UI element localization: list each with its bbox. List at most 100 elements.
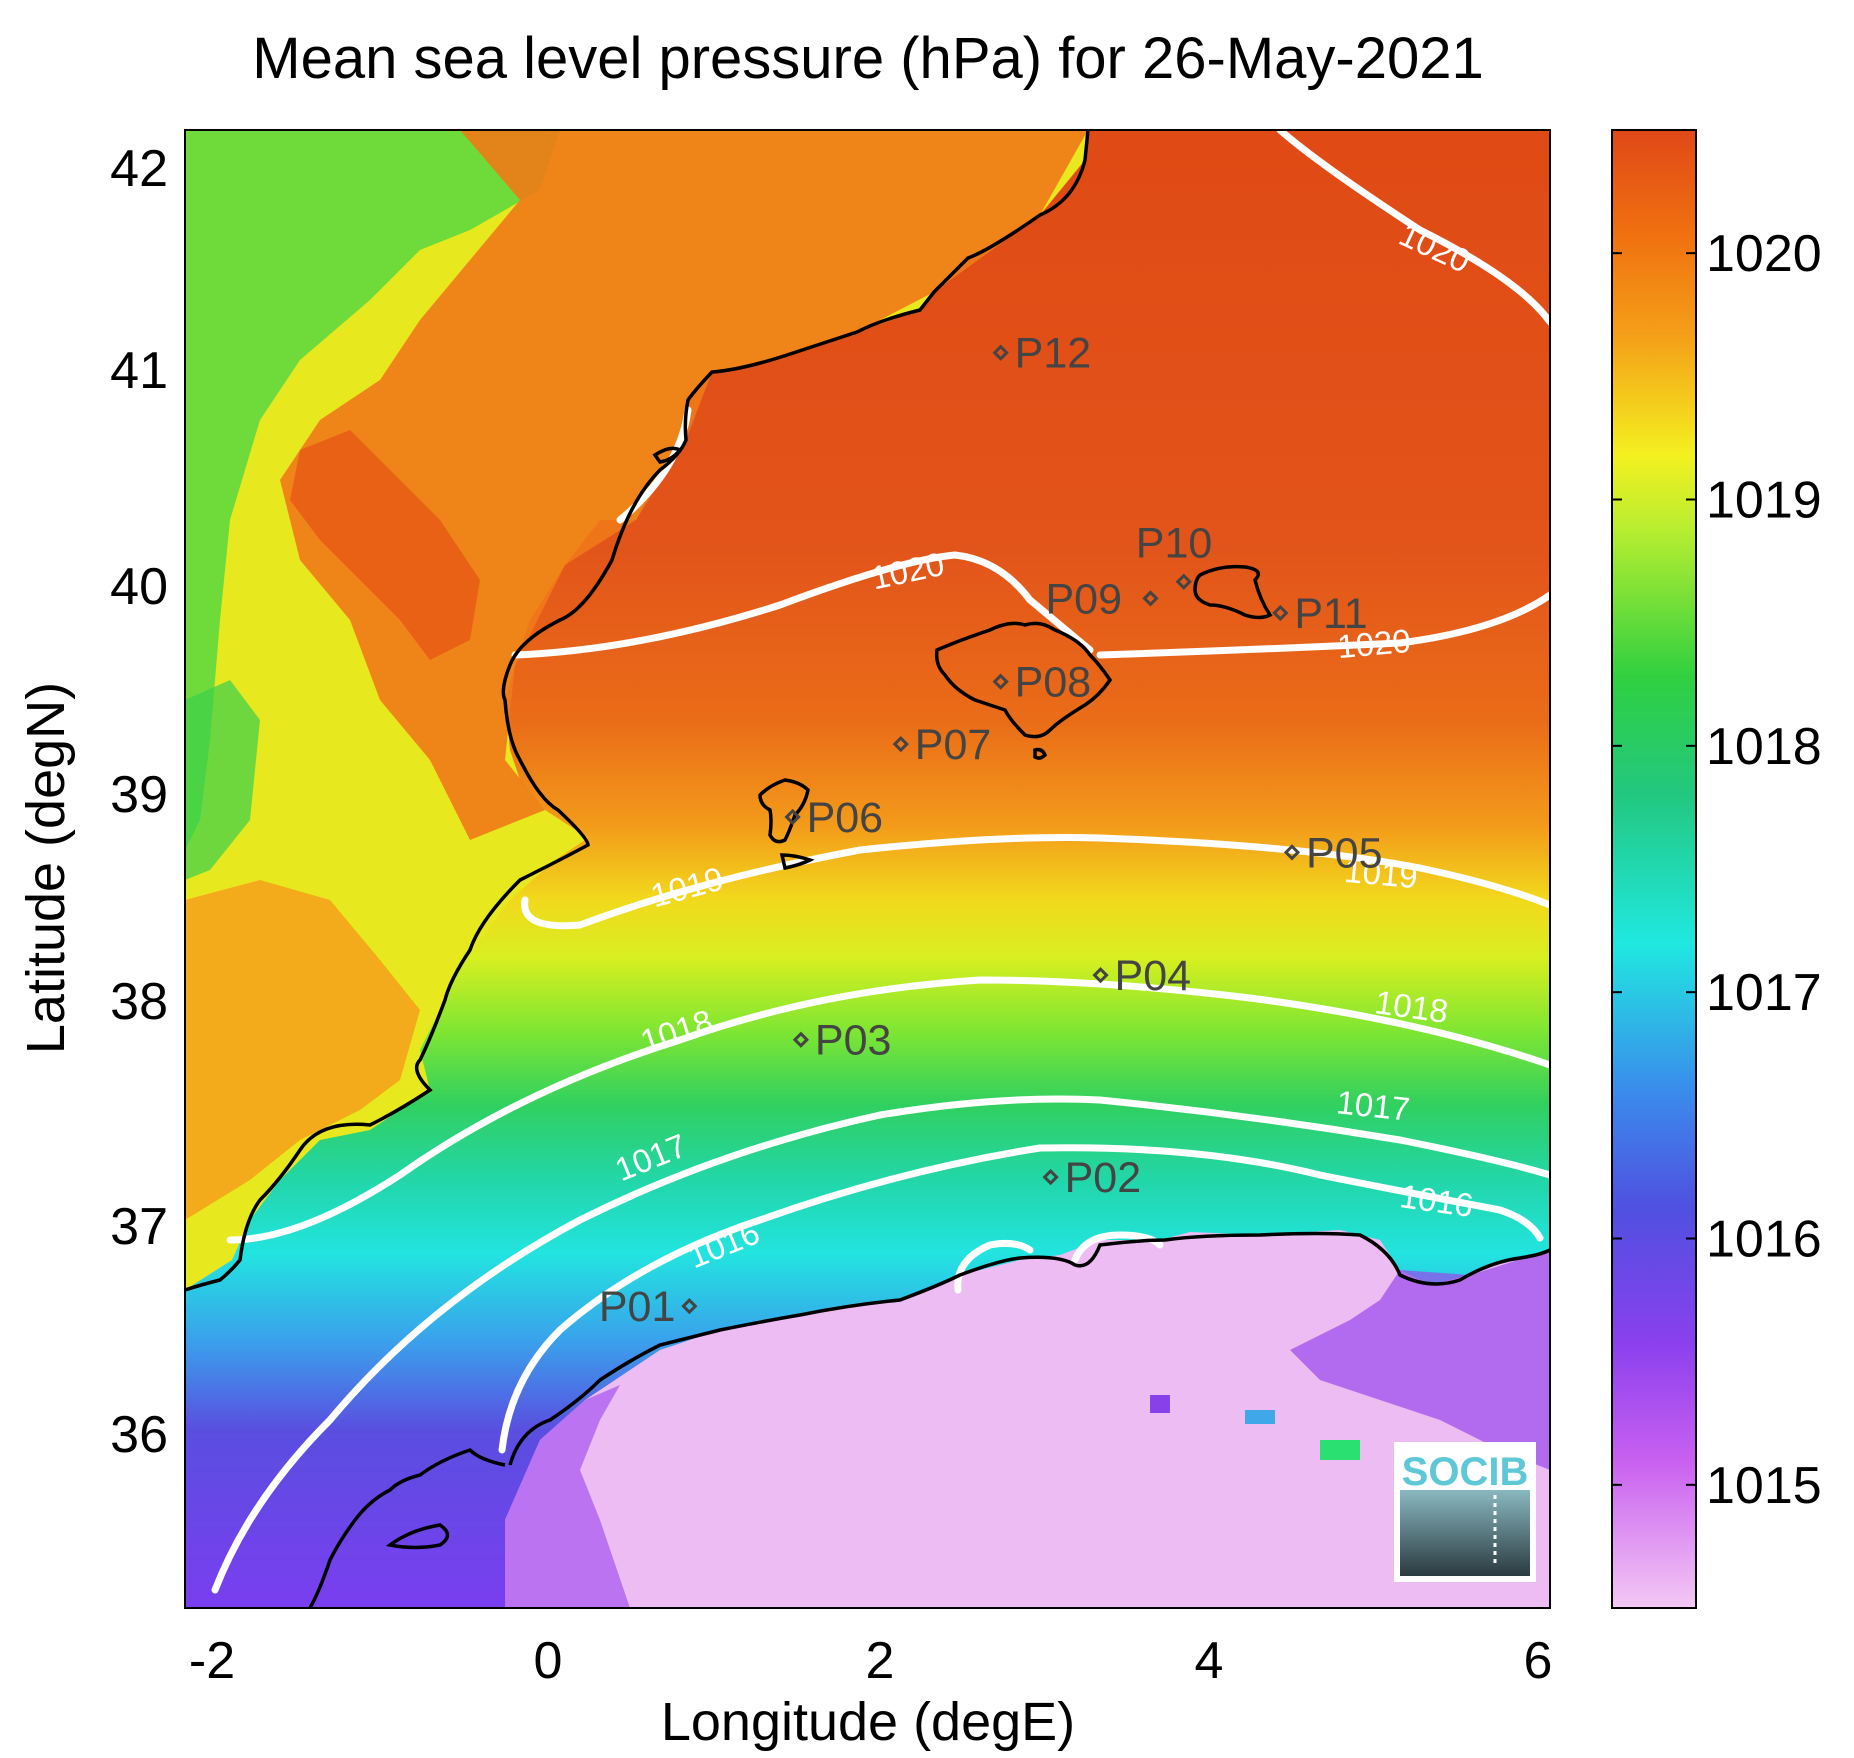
africa-west-coast	[308, 1447, 506, 1608]
columbretes	[652, 446, 683, 464]
contour-1018	[226, 976, 1550, 1244]
station-p10: P10	[1136, 520, 1213, 590]
station-marker	[784, 808, 801, 826]
y-tick-label: 38	[110, 973, 168, 1031]
y-tick-label: 37	[110, 1198, 168, 1256]
station-p11: P11	[1272, 590, 1368, 638]
socib-logo: SOCIB	[1394, 1442, 1536, 1582]
station-p01: P01	[599, 1283, 698, 1331]
menorca	[1193, 564, 1273, 620]
y-tick-label: 41	[110, 342, 168, 400]
station-marker	[892, 735, 909, 753]
socib-logo-panel	[1400, 1490, 1530, 1576]
x-tick-label: 2	[866, 1632, 895, 1690]
station-label: P01	[599, 1283, 676, 1331]
contour-label: 1019	[1343, 852, 1419, 895]
station-marker	[681, 1298, 698, 1315]
colorbar-tick-label: 1019	[1706, 472, 1822, 530]
africa-land-field	[505, 1230, 1550, 1608]
station-marker	[1142, 590, 1159, 607]
station-label: P12	[1015, 330, 1092, 378]
contour-label: 1017	[1335, 1083, 1412, 1127]
colorbar-tick-label: 1020	[1706, 225, 1822, 283]
station-label: P11	[1294, 590, 1367, 638]
station-p04: P04	[1092, 952, 1192, 1000]
station-label: P02	[1065, 1154, 1142, 1202]
station-p09: P09	[1045, 575, 1159, 623]
station-marker	[1042, 1168, 1059, 1186]
station-p07: P07	[892, 721, 992, 769]
station-p12: P12	[992, 330, 1092, 378]
station-label: P03	[815, 1017, 892, 1065]
colorbar-tick-label: 1015	[1706, 1457, 1822, 1515]
station-marker	[1175, 573, 1192, 590]
colorbar-scale	[1611, 129, 1697, 1609]
contour-1019	[521, 834, 1550, 930]
x-axis: -2 0 2 4 6 Longitude (degE)	[189, 1632, 1553, 1752]
station-p02: P02	[1042, 1154, 1142, 1202]
station-label: P09	[1045, 575, 1122, 623]
chart-title: Mean sea level pressure (hPa) for 26-May…	[252, 26, 1483, 91]
coastlines	[185, 130, 1550, 1608]
x-axis-label: Longitude (degE)	[661, 1692, 1075, 1752]
station-p05: P05	[1283, 829, 1383, 877]
station-p03: P03	[792, 1017, 892, 1065]
station-marker	[1283, 844, 1301, 861]
x-tick-label: 4	[1195, 1632, 1224, 1690]
station-label: P06	[807, 794, 884, 842]
station-marker	[992, 673, 1009, 690]
africa-patch	[1150, 1395, 1170, 1413]
station-markers: P01 P02 P03 P04 P05 P06 P07 P08 P09 P10 P11 P12	[599, 330, 1383, 1331]
station-marker	[1092, 967, 1109, 984]
station-marker	[1272, 604, 1289, 622]
y-tick-label: 40	[110, 558, 168, 616]
contour-1017	[211, 1095, 1550, 1594]
x-tick-label: 6	[1524, 1632, 1553, 1690]
alboran-island	[385, 1523, 450, 1550]
station-p08: P08	[992, 659, 1092, 707]
africa-patch	[1245, 1410, 1275, 1424]
station-marker	[992, 344, 1009, 361]
plot-frame	[184, 129, 1551, 1609]
y-tick-label: 36	[110, 1406, 168, 1464]
formentera	[779, 853, 815, 871]
colorbar-tick-label: 1016	[1706, 1211, 1822, 1269]
x-tick-label: -2	[189, 1632, 235, 1690]
africa-purple-band	[505, 1385, 630, 1608]
colorbar-tick-label: 1017	[1706, 964, 1822, 1022]
iberia-green-highlight	[185, 680, 260, 880]
colorbar-ticks: 1015 1016 1017 1018 1019 1020	[1612, 225, 1822, 1515]
y-axis: 36 37 38 39 40 41 42 Latitude (degN)	[16, 140, 168, 1464]
iberia-red-peaks	[290, 430, 480, 660]
y-tick-label: 42	[110, 140, 168, 198]
station-label: P08	[1015, 659, 1092, 707]
africa-patch	[1320, 1440, 1360, 1460]
africa-purple-east	[1290, 1250, 1550, 1470]
colorbar-tick-label: 1018	[1706, 718, 1822, 776]
iberia-coastline	[185, 130, 1090, 1292]
y-tick-label: 39	[110, 766, 168, 824]
contour-label: 1020	[1336, 622, 1412, 665]
ibiza	[758, 778, 810, 844]
contour-1016	[498, 1144, 1544, 1454]
mallorca	[934, 621, 1113, 739]
contour-1020-north	[1276, 130, 1550, 326]
iberia-green-zone	[185, 130, 560, 850]
map-area: 1020 1020 1020 1019 1019 1018 1018 1017 …	[185, 130, 1550, 1608]
y-axis-label: Latitude (degN)	[16, 682, 76, 1054]
iberia-coast-orange	[185, 880, 420, 1220]
station-marker	[792, 1031, 810, 1048]
contour-1020-main	[511, 551, 1094, 659]
iberia-orange-highlands	[280, 130, 1088, 840]
station-label: P10	[1136, 520, 1213, 568]
cabrera	[1033, 747, 1048, 760]
x-tick-label: 0	[534, 1632, 563, 1690]
station-p06: P06	[784, 794, 884, 842]
station-label: P05	[1306, 829, 1383, 877]
contour-1020-east	[1096, 591, 1550, 659]
africa-coastline	[508, 1231, 1550, 1466]
station-label: P04	[1115, 952, 1192, 1000]
station-label: P07	[915, 721, 992, 769]
socib-logo-text: SOCIB	[1402, 1450, 1529, 1494]
